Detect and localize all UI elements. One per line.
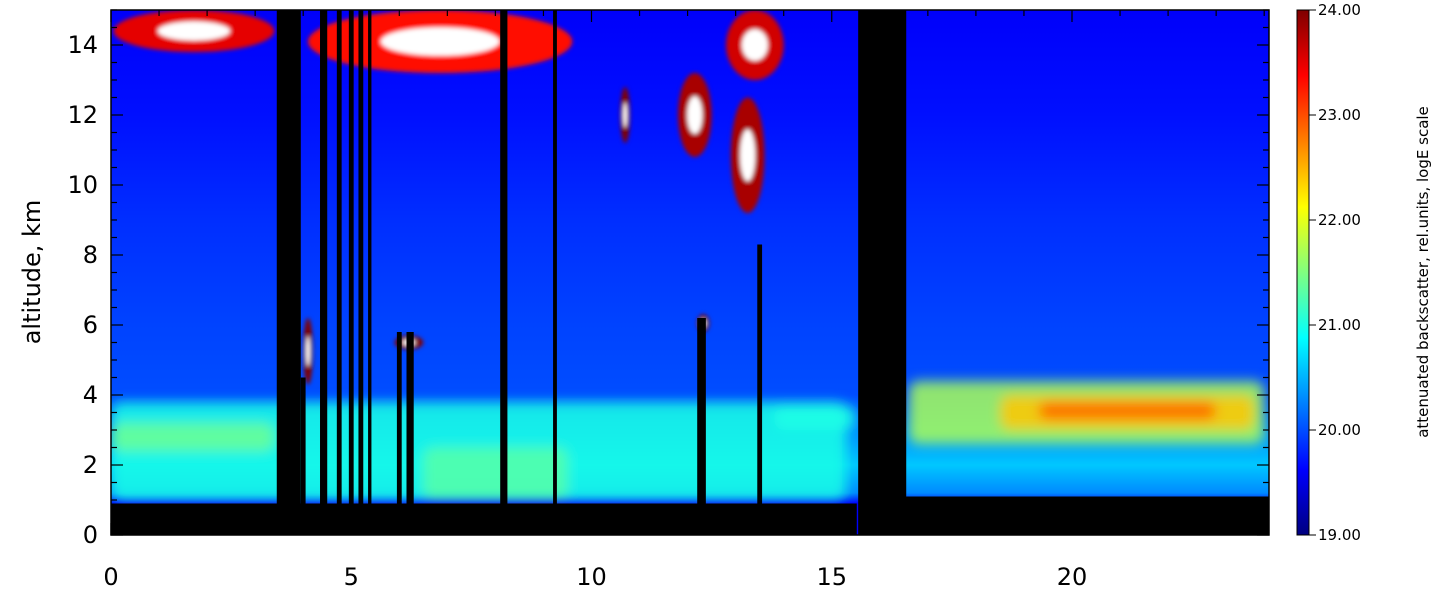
- cloud-core: [380, 27, 500, 56]
- colorbar-tick-label: 21.00: [1318, 316, 1361, 334]
- y-tick-label: 14: [67, 31, 98, 59]
- no-signal-column: [358, 10, 364, 535]
- aerosol-layer: [111, 423, 275, 451]
- surface-mask: [111, 496, 1269, 535]
- y-axis-title: altitude, km: [18, 200, 46, 345]
- colorbar-axis: 19.00 20.00 21.00 22.00 23.00 24.00: [1309, 1, 1361, 544]
- no-signal-column: [406, 332, 414, 535]
- cloud-core: [305, 336, 311, 367]
- no-signal-column: [368, 10, 372, 535]
- no-signal-column: [500, 10, 508, 535]
- no-signal-column: [553, 10, 557, 535]
- cloud-core: [740, 129, 756, 182]
- no-data-gap: [858, 10, 907, 535]
- cloud-core: [622, 102, 628, 128]
- y-tick-label: 4: [83, 381, 98, 409]
- no-data-gap: [276, 10, 301, 535]
- x-tick-label: 15: [816, 563, 847, 591]
- no-signal-column: [757, 244, 763, 535]
- no-signal-column: [348, 10, 354, 535]
- colorbar-tick-label: 20.00: [1318, 421, 1361, 439]
- no-signal-column: [697, 318, 706, 535]
- colorbar-tick-label: 23.00: [1318, 106, 1361, 124]
- surface-region: [903, 496, 1269, 535]
- no-signal-column: [320, 10, 328, 535]
- y-tick-label: 10: [67, 171, 98, 199]
- x-tick-label: 20: [1057, 563, 1088, 591]
- y-tick-label: 12: [67, 101, 98, 129]
- colorbar-tick-label: 19.00: [1318, 526, 1361, 544]
- aerosol-layer: [774, 405, 856, 430]
- surface-region: [111, 503, 857, 535]
- x-tick-label: 10: [576, 563, 607, 591]
- y-tick-label: 6: [83, 311, 98, 339]
- no-signal-columns: [276, 10, 907, 535]
- x-tick-label: 0: [103, 563, 118, 591]
- cloud-core: [157, 21, 231, 41]
- cloud-core: [741, 29, 768, 61]
- y-tick-label: 2: [83, 451, 98, 479]
- colorbar-tick-label: 22.00: [1318, 211, 1361, 229]
- no-signal-column: [396, 332, 402, 535]
- aerosol-layer: [423, 447, 568, 500]
- colorbar: [1296, 9, 1310, 536]
- no-signal-column: [336, 10, 342, 535]
- x-tick-label: 5: [344, 563, 359, 591]
- no-signal-column: [300, 377, 306, 535]
- x-axis: 0 5 10 15 20: [103, 10, 1265, 591]
- y-tick-label: 0: [83, 521, 98, 549]
- colorbar-title: attenuated backscatter, rel.units, logE …: [1414, 106, 1432, 438]
- plot-area: [111, 10, 1269, 535]
- cloud-core: [687, 96, 703, 134]
- aerosol-layer: [1038, 402, 1217, 420]
- y-axis: 0 2 4 6 8 10 12 14: [67, 9, 1269, 549]
- y-tick-label: 8: [83, 241, 98, 269]
- colorbar-tick-label: 24.00: [1318, 1, 1361, 19]
